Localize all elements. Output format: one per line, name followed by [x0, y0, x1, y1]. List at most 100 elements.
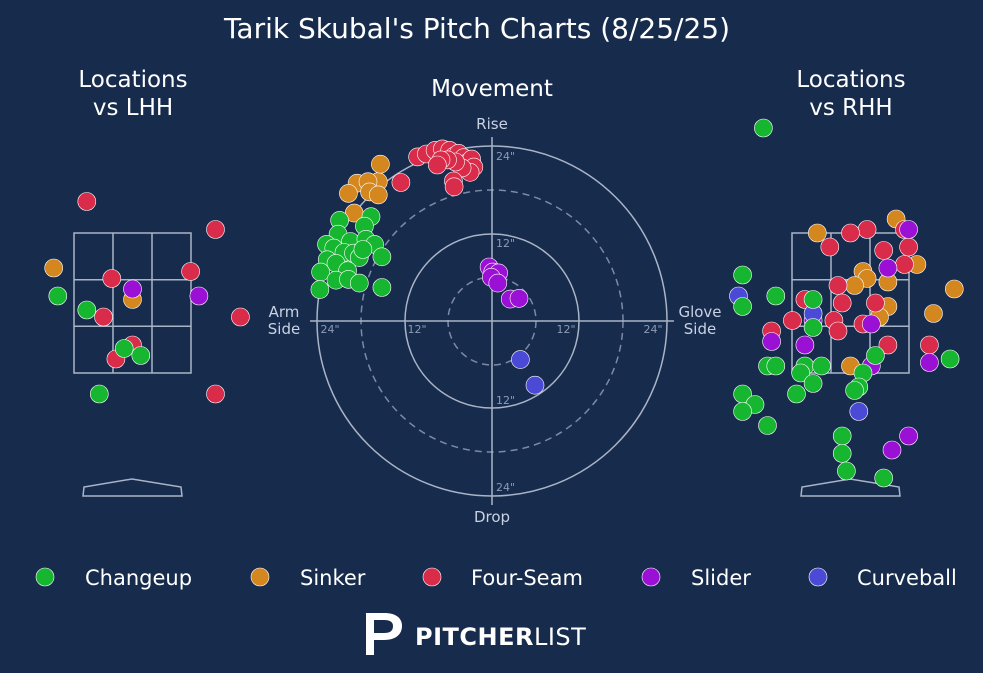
movement-point-sinker: [368, 185, 388, 205]
movement-point-four-seam: [427, 155, 447, 175]
axis-label-arm-line1: Arm: [269, 303, 300, 321]
rhh-title-line1: Locations: [796, 67, 905, 93]
movement-point-changeup: [372, 278, 392, 297]
rhh-point-curveball: [849, 402, 869, 421]
logo-text-light: LIST: [534, 623, 586, 651]
ring-label-left-12: 12": [407, 323, 426, 336]
legend-label-curveball: Curveball: [857, 566, 957, 590]
rhh-point-changeup: [874, 468, 894, 488]
movement-point-sinker: [339, 184, 358, 203]
ring-label-top-24: 24": [496, 150, 515, 163]
rhh-point-four-seam: [866, 293, 885, 313]
legend-label-changeup: Changeup: [85, 566, 192, 590]
lhh-point-four-seam: [77, 192, 97, 211]
rhh-home-plate: [800, 478, 901, 497]
rhh-point-four-seam: [832, 293, 852, 313]
rhh-point-slider: [762, 332, 781, 351]
rhh-point-four-seam: [828, 321, 848, 341]
rhh-point-changeup: [837, 461, 856, 481]
movement-panel: Movement Rise Drop Arm Side Glove Side 2…: [268, 76, 722, 526]
axis-label-arm-line2: Side: [268, 320, 300, 338]
rhh-point-four-seam: [841, 223, 860, 243]
ring-label-top-12: 12": [496, 237, 515, 250]
rhh-point-changeup: [766, 356, 786, 376]
lhh-point-sinker: [44, 258, 64, 278]
rhh-point-four-seam: [874, 241, 894, 260]
rhh-point-changeup: [866, 346, 885, 365]
logo-text-bold: PITCHER: [415, 623, 534, 651]
lhh-home-plate: [82, 478, 183, 497]
rhh-point-four-seam: [920, 335, 939, 355]
movement-point-slider: [488, 273, 508, 293]
rhh-point-four-seam: [878, 335, 898, 355]
lhh-point-four-seam: [206, 220, 225, 239]
rhh-points: [729, 118, 964, 488]
movement-point-changeup: [349, 273, 369, 293]
lhh-point-changeup: [77, 300, 97, 320]
rhh-point-changeup: [803, 374, 823, 393]
legend-marker-slider: [641, 567, 661, 587]
lhh-title-line2: vs LHH: [93, 95, 173, 121]
movement-point-curveball: [525, 375, 545, 395]
rhh-point-changeup: [766, 286, 786, 306]
movement-point-four-seam: [391, 173, 411, 192]
rhh-point-four-seam: [899, 237, 918, 257]
lhh-title-line1: Locations: [78, 67, 187, 93]
rhh-point-sinker: [807, 223, 827, 243]
rhh-panel: Locations vs RHH: [729, 67, 964, 497]
rhh-point-slider: [861, 314, 881, 334]
rhh-point-four-seam: [895, 255, 914, 274]
lhh-point-changeup: [114, 339, 134, 358]
legend: Changeup Sinker Four-Seam Slider Curveba…: [35, 566, 957, 590]
lhh-points: [44, 192, 250, 404]
ring-label-right-24: 24": [643, 323, 662, 336]
axis-label-rise: Rise: [476, 115, 508, 133]
rhh-point-changeup: [733, 297, 752, 316]
movement-point-slider: [509, 289, 529, 308]
movement-point-curveball: [511, 350, 530, 369]
rhh-point-slider: [899, 426, 918, 446]
rhh-title-line2: vs RHH: [809, 95, 892, 121]
ring-label-right-12: 12": [556, 323, 575, 336]
legend-marker-curveball: [808, 567, 828, 587]
ring-labels: 24" 12" 12" 24" 24" 12" 12" 24": [320, 150, 662, 494]
lhh-point-changeup: [131, 346, 151, 365]
lhh-point-four-seam: [181, 262, 200, 281]
rhh-point-changeup: [832, 426, 852, 446]
rhh-point-slider: [878, 258, 898, 278]
movement-rings: [310, 137, 674, 505]
lhh-point-four-seam: [102, 269, 122, 288]
pitcherlist-logo-text: PITCHERLIST: [415, 623, 586, 651]
legend-label-slider: Slider: [691, 566, 751, 590]
lhh-strike-zone: [73, 232, 192, 374]
lhh-point-slider: [189, 286, 209, 306]
rhh-point-changeup: [758, 416, 777, 435]
rhh-point-sinker: [924, 304, 943, 323]
rhh-point-changeup: [845, 381, 864, 400]
rhh-point-changeup: [940, 349, 960, 369]
movement-point-changeup: [353, 240, 373, 259]
axis-label-glove-line2: Side: [684, 320, 716, 338]
movement-point-sinker: [371, 154, 390, 174]
rhh-point-changeup: [832, 444, 852, 463]
figure-title: Tarik Skubal's Pitch Charts (8/25/25): [223, 12, 730, 45]
rhh-point-changeup: [803, 318, 823, 337]
ring-label-bottom-12: 12": [496, 394, 515, 407]
legend-label-four-seam: Four-Seam: [471, 566, 583, 590]
rhh-point-sinker: [944, 279, 964, 299]
rhh-point-changeup: [787, 384, 806, 404]
rhh-point-four-seam: [783, 311, 802, 330]
rhh-point-slider: [882, 440, 902, 460]
rhh-point-changeup: [812, 356, 831, 376]
rhh-point-sinker: [845, 276, 864, 295]
rhh-point-changeup: [733, 402, 752, 421]
lhh-point-four-seam: [231, 307, 250, 327]
rhh-point-four-seam: [828, 276, 848, 295]
lhh-point-changeup: [90, 384, 109, 404]
rhh-point-changeup: [733, 265, 752, 285]
rhh-point-changeup: [803, 290, 823, 309]
rhh-point-slider: [920, 353, 939, 372]
pitcherlist-logo-icon: [366, 613, 402, 655]
